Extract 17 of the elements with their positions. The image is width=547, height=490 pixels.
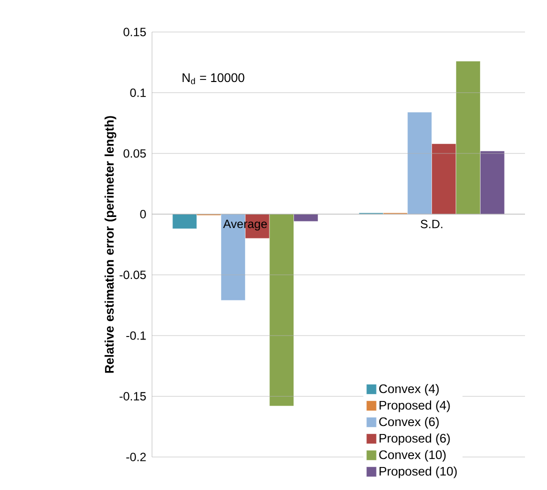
y-tick-label: -0.05 — [120, 270, 146, 280]
y-tick-label: -0.2 — [126, 452, 146, 462]
legend-label: Convex (6) — [379, 417, 439, 429]
legend-label: Convex (4) — [379, 384, 439, 396]
legend-label: Proposed (10) — [380, 466, 457, 478]
legend-label: Proposed (6) — [380, 434, 450, 446]
y-tick-label: 0.05 — [124, 149, 146, 158]
y-tick-label: -0.1 — [126, 331, 146, 340]
x-tick-label: S.D. — [420, 220, 442, 228]
legend-label: Proposed (4) — [380, 400, 450, 412]
y-tick-label: 0.15 — [124, 28, 146, 36]
y-tick-label: 0 — [140, 210, 146, 218]
y-tick-label: -0.15 — [120, 392, 146, 401]
annotation: N$_{d}$ = 10000 — [182, 73, 244, 84]
y-tick-label: 0.1 — [130, 88, 146, 97]
y-axis-title: Relative estimation error (perimeter length) — [104, 116, 116, 373]
legend-label: Convex (10) — [379, 450, 446, 462]
